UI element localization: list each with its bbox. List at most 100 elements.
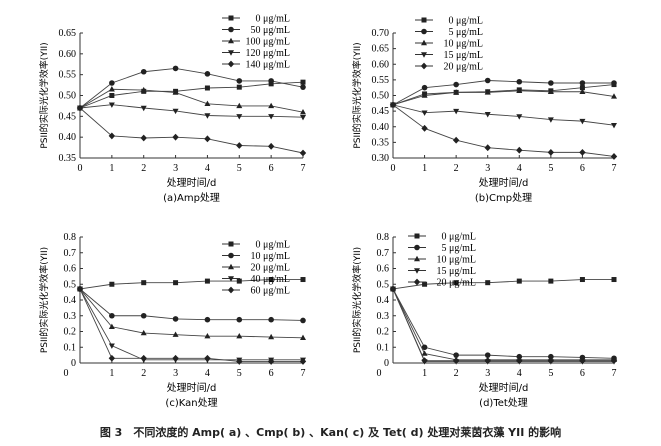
y-tick-label: 0.5 xyxy=(64,279,77,290)
data-point xyxy=(108,86,115,92)
data-point xyxy=(76,285,84,293)
data-point xyxy=(516,146,523,154)
data-point xyxy=(516,87,523,94)
legend-marker xyxy=(414,268,420,274)
legend-label: 50 μg/mL xyxy=(250,25,290,36)
data-point xyxy=(268,277,274,283)
x-tick-label: 4 xyxy=(517,163,522,174)
x-tick-label: 3 xyxy=(173,368,178,379)
y-tick-label: 0.60 xyxy=(59,49,77,60)
data-point xyxy=(140,312,147,319)
legend-label: 10 μg/mL xyxy=(436,255,476,266)
series-line xyxy=(79,288,304,339)
data-point xyxy=(172,133,179,141)
x-tick-label: 7 xyxy=(301,163,306,174)
y-tick-label: 0.50 xyxy=(59,91,77,102)
data-point xyxy=(268,333,275,340)
data-point xyxy=(421,357,428,365)
legend-marker xyxy=(421,28,427,35)
series-line xyxy=(392,279,614,290)
data-point xyxy=(140,86,147,93)
origin-label: 0 xyxy=(64,368,69,379)
legend-marker xyxy=(228,15,234,21)
x-tick-label: 4 xyxy=(517,368,522,379)
chart-panel-d: 0 0.1 0.2 0.3 0.4 0.5 0.6 0.7 0.8 1 2 3 4 5 6 7 0 处理时间/d (… xyxy=(351,232,618,409)
x-tick-label: 3 xyxy=(173,163,178,174)
legend-label: 40 μg/mL xyxy=(250,274,290,285)
x-tick-label: 4 xyxy=(205,368,210,379)
y-axis-label: PSII的实际光化学效率(YII) xyxy=(351,42,363,148)
legend-label: 100 μg/mL xyxy=(245,37,290,48)
x-tick-label: 4 xyxy=(205,163,210,174)
series-2 xyxy=(390,285,617,363)
data-point xyxy=(389,101,397,109)
data-point xyxy=(172,331,179,337)
legend-label: 10 μg/mL xyxy=(250,251,290,262)
series-line xyxy=(392,90,615,106)
legend-label: 20 μg/mL xyxy=(443,62,483,73)
legend-label: 0 μg/mL xyxy=(441,232,476,243)
legend-label: 140 μg/mL xyxy=(245,60,290,71)
series-4 xyxy=(389,101,618,160)
data-point xyxy=(547,148,555,156)
legend-label: 5 μg/mL xyxy=(448,27,483,38)
legend-marker xyxy=(421,39,427,46)
x-axis-label: 处理时间/d xyxy=(167,381,217,394)
data-point xyxy=(267,358,275,365)
series-line xyxy=(392,104,615,126)
data-point xyxy=(236,114,243,120)
legend-marker xyxy=(414,244,420,251)
data-point xyxy=(421,350,428,356)
x-tick-label: 7 xyxy=(612,368,617,379)
data-point xyxy=(579,88,586,94)
y-tick-label: 0.6 xyxy=(64,264,77,275)
legend-label: 20 μg/mL xyxy=(436,278,476,289)
data-point xyxy=(268,78,274,84)
data-point xyxy=(300,317,306,324)
x-axis-label: 处理时间/d xyxy=(479,176,529,189)
data-point xyxy=(204,100,211,107)
series-line xyxy=(392,104,615,157)
series-line xyxy=(79,81,304,109)
data-point xyxy=(172,316,179,322)
legend-marker xyxy=(228,26,234,33)
x-tick-label: 1 xyxy=(109,368,114,379)
data-point xyxy=(236,278,242,284)
y-tick-label: 0.7 xyxy=(64,248,77,259)
x-tick-label: 6 xyxy=(269,368,274,379)
data-point xyxy=(236,358,243,365)
x-tick-label: 5 xyxy=(237,163,242,174)
data-point xyxy=(452,136,460,144)
y-tick-label: 0.5 xyxy=(377,279,390,290)
series-3 xyxy=(390,102,617,129)
data-point xyxy=(140,354,147,362)
data-point xyxy=(140,134,147,142)
y-axis-label: PSII的实际光化学效率(YII) xyxy=(38,247,50,353)
x-axis-label: 处理时间/d xyxy=(167,176,217,189)
x-tick-label: 5 xyxy=(548,163,553,174)
data-point xyxy=(268,316,274,323)
legend-marker xyxy=(227,286,235,294)
series-line xyxy=(79,104,304,118)
x-axis-label: 处理时间/d xyxy=(479,381,529,394)
series-1 xyxy=(390,286,617,362)
legend-label: 0 μg/mL xyxy=(255,14,290,25)
x-tick-label: 3 xyxy=(485,368,490,379)
data-point xyxy=(610,153,618,160)
chart-panel-c: 0 0.1 0.2 0.3 0.4 0.5 0.6 0.7 0.8 1 2 3 4 5 6 7 0 处理时间/d (… xyxy=(38,232,307,409)
data-point xyxy=(140,68,147,75)
data-point xyxy=(236,333,243,339)
series-line xyxy=(392,288,615,359)
data-point xyxy=(204,135,211,143)
data-point xyxy=(108,323,115,329)
data-point xyxy=(579,118,586,125)
data-point xyxy=(611,277,617,283)
x-tick-label: 2 xyxy=(141,163,146,174)
series-4 xyxy=(76,285,307,365)
data-point xyxy=(611,80,617,86)
x-tick-label: 7 xyxy=(612,163,617,174)
series-line xyxy=(79,67,304,109)
legend-marker xyxy=(228,252,234,259)
data-point xyxy=(236,84,242,90)
data-point xyxy=(172,65,179,72)
